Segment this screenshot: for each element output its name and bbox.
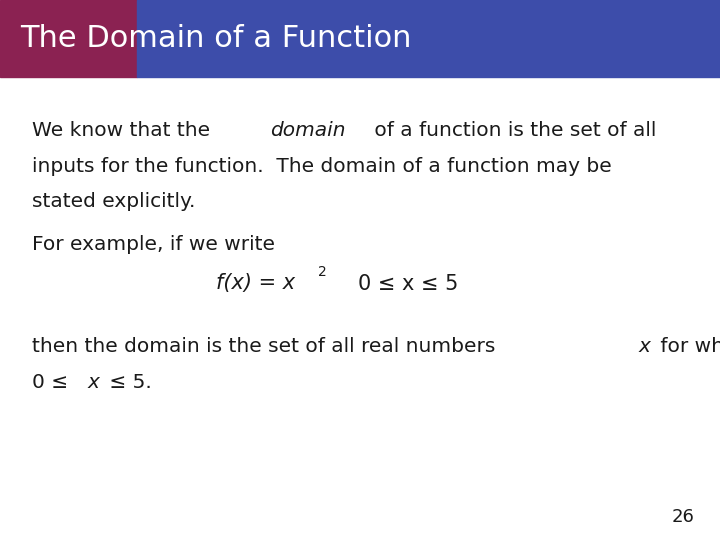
Text: of a function is the set of all: of a function is the set of all <box>368 122 656 140</box>
Text: 26: 26 <box>672 509 695 526</box>
Text: 2: 2 <box>318 265 327 279</box>
Text: For example, if we write: For example, if we write <box>32 235 275 254</box>
Text: We know that the: We know that the <box>32 122 217 140</box>
Text: x: x <box>87 373 99 392</box>
Text: inputs for the function.  The domain of a function may be: inputs for the function. The domain of a… <box>32 157 612 176</box>
Text: f(x) = x: f(x) = x <box>216 273 295 294</box>
Text: The Domain of a Function: The Domain of a Function <box>20 24 412 53</box>
Text: 0 ≤: 0 ≤ <box>32 373 75 392</box>
Text: for which: for which <box>654 338 720 356</box>
Text: x: x <box>639 338 650 356</box>
Text: stated explicitly.: stated explicitly. <box>32 192 196 211</box>
Bar <box>137 0 720 77</box>
Text: then the domain is the set of all real numbers: then the domain is the set of all real n… <box>32 338 502 356</box>
Text: ≤ 5.: ≤ 5. <box>102 373 151 392</box>
Text: domain: domain <box>271 122 346 140</box>
Text: 0 ≤ x ≤ 5: 0 ≤ x ≤ 5 <box>358 273 459 294</box>
Bar <box>0 0 137 77</box>
